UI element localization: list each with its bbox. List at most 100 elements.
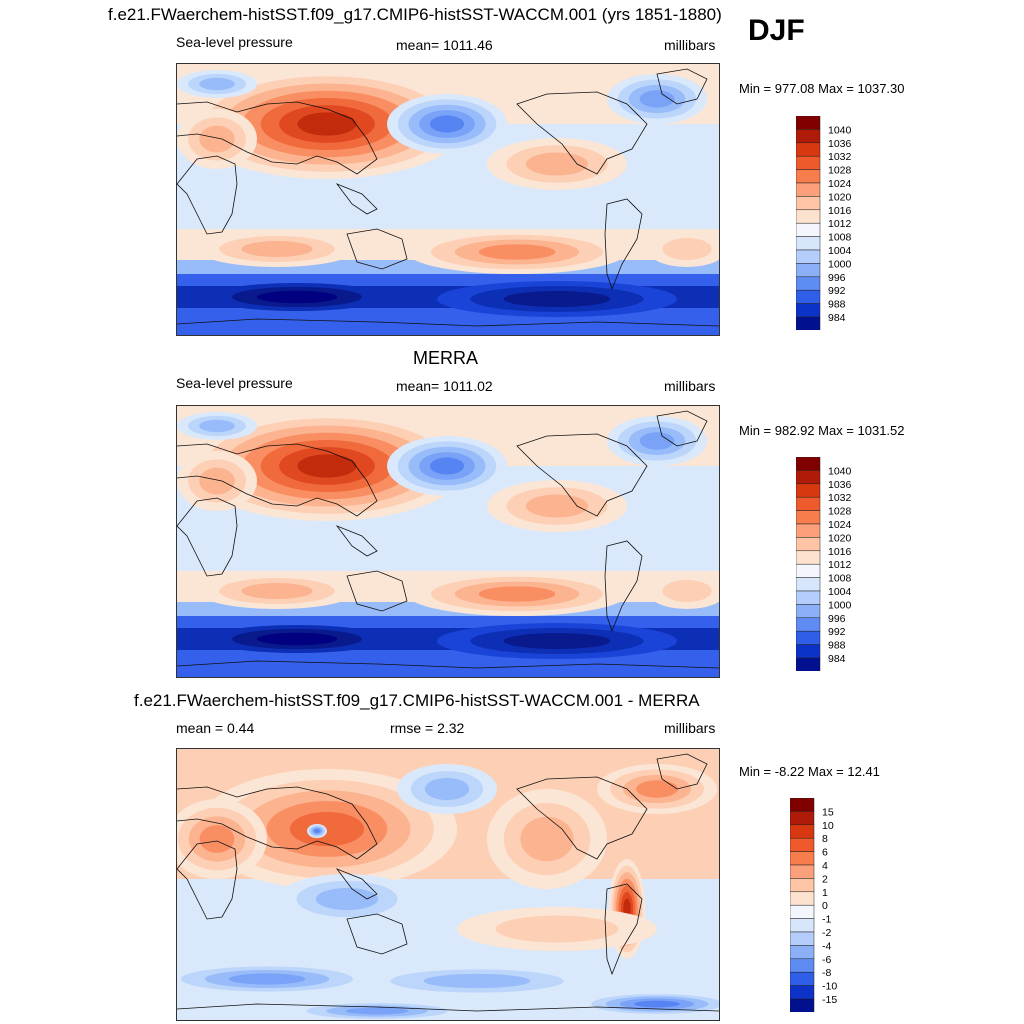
coastline: [177, 840, 238, 920]
panel1-mean-label: mean= 1011.46: [396, 37, 493, 53]
coastline: [177, 1003, 719, 1012]
colorbar-tick-label: 10: [822, 820, 834, 832]
pressure-contour: [199, 467, 235, 495]
pressure-contour: [297, 112, 357, 136]
colorbar-tick-label: 1008: [828, 232, 852, 244]
colorbar-swatch: [790, 945, 815, 960]
pressure-contour: [345, 1007, 409, 1015]
colorbar-swatch: [796, 483, 821, 498]
pressure-contour: [241, 241, 313, 257]
colorbar-swatch: [796, 182, 821, 197]
colorbar-tick-label: 1004: [828, 586, 852, 598]
colorbar-tick-label: 8: [822, 833, 828, 845]
pressure-contour: [424, 777, 470, 801]
panel2-mean-label: mean= 1011.02: [396, 378, 493, 394]
pressure-contour: [495, 915, 619, 943]
colorbar-tick-label: 1036: [828, 138, 852, 150]
pressure-contour: [199, 825, 235, 853]
coastline: [335, 183, 378, 215]
panel3-minmax-label: Min = -8.22 Max = 12.41: [739, 764, 880, 779]
colorbar-tick-label: 992: [828, 285, 846, 297]
colorbar-swatch: [796, 222, 821, 237]
coastline: [177, 443, 378, 517]
colorbar-swatch: [796, 457, 821, 471]
pressure-contour: [634, 1000, 680, 1008]
colorbar-tick-label: 988: [828, 640, 846, 652]
panel2-variable-label: Sea-level pressure: [176, 375, 293, 391]
colorbar-swatch: [790, 958, 815, 973]
panel3-units-label: millibars: [664, 720, 716, 736]
pressure-contour: [314, 829, 320, 833]
coastline: [604, 883, 643, 976]
colorbar-swatch: [796, 563, 821, 578]
colorbar-tick-label: 1004: [828, 245, 852, 257]
panel3-mean-label: mean = 0.44: [176, 720, 255, 736]
colorbar-tick-label: 1000: [828, 599, 852, 611]
colorbar-tick-label: 1016: [828, 205, 852, 217]
coastline: [516, 91, 648, 175]
colorbar-tick-label: 1040: [828, 465, 852, 477]
panel3-title: f.e21.FWaerchem-histSST.f09_g17.CMIP6-hi…: [134, 691, 700, 710]
colorbar-swatch: [790, 931, 815, 946]
colorbar-swatch: [796, 316, 821, 330]
colorbar-tick-label: -4: [822, 940, 831, 952]
pressure-contour: [257, 632, 337, 646]
colorbar-swatch: [796, 155, 821, 170]
pressure-contour: [199, 77, 235, 91]
colorbar-tick-label: 1008: [828, 573, 852, 585]
colorbar-swatch: [796, 550, 821, 565]
colorbar-tick-label: 996: [828, 613, 846, 625]
colorbar-tick-label: 996: [828, 272, 846, 284]
coastline: [177, 318, 719, 327]
colorbar-swatch: [796, 142, 821, 157]
pressure-contour: [503, 633, 611, 649]
pressure-band: [177, 506, 719, 566]
colorbar-tick-label: -1: [822, 914, 831, 926]
colorbar-tick-label: 988: [828, 299, 846, 311]
colorbar-tick-label: -6: [822, 954, 831, 966]
colorbar-tick-label: 992: [828, 626, 846, 638]
colorbar-swatch: [796, 116, 821, 130]
panel2-minmax-label: Min = 982.92 Max = 1031.52: [739, 423, 905, 438]
coastline: [604, 540, 643, 633]
colorbar-swatch: [790, 864, 815, 879]
colorbar-tick-label: 1016: [828, 546, 852, 558]
colorbar-swatch: [796, 510, 821, 525]
colorbar-swatch: [790, 811, 815, 826]
coastline: [335, 868, 378, 900]
pressure-contour: [257, 290, 337, 304]
colorbar-tick-label: 2: [822, 873, 828, 885]
panel1-map-svg: [177, 64, 719, 335]
panel2-title: MERRA: [413, 348, 479, 368]
colorbar-tick-label: 4: [822, 860, 828, 872]
colorbar-swatch: [790, 891, 815, 906]
colorbar-tick-label: -2: [822, 927, 831, 939]
colorbar-swatch: [796, 496, 821, 511]
panel2-units-label: millibars: [664, 378, 716, 394]
pressure-contour: [199, 419, 235, 433]
pressure-contour: [289, 811, 365, 847]
coastline: [346, 570, 408, 612]
colorbar-swatch: [796, 263, 821, 278]
colorbar-swatch: [796, 196, 821, 211]
pressure-contour: [478, 244, 556, 260]
pressure-contour: [297, 454, 357, 478]
colorbar-tick-label: 0: [822, 900, 828, 912]
colorbar-swatch: [796, 577, 821, 592]
colorbar-swatch: [796, 590, 821, 605]
colorbar-tick-label: 1: [822, 887, 828, 899]
colorbar-swatch: [790, 798, 815, 812]
colorbar-swatch: [796, 604, 821, 619]
pressure-contour: [423, 973, 531, 989]
panel1-units-label: millibars: [664, 37, 716, 53]
coastline: [656, 68, 708, 105]
pressure-contour: [429, 115, 465, 133]
colorbar-tick-label: 984: [828, 312, 846, 324]
colorbar-tick-label: 1028: [828, 165, 852, 177]
pressure-contour: [315, 887, 379, 911]
colorbar-tick-label: 1012: [828, 559, 852, 571]
panel1-minmax-label: Min = 977.08 Max = 1037.30: [739, 81, 905, 96]
